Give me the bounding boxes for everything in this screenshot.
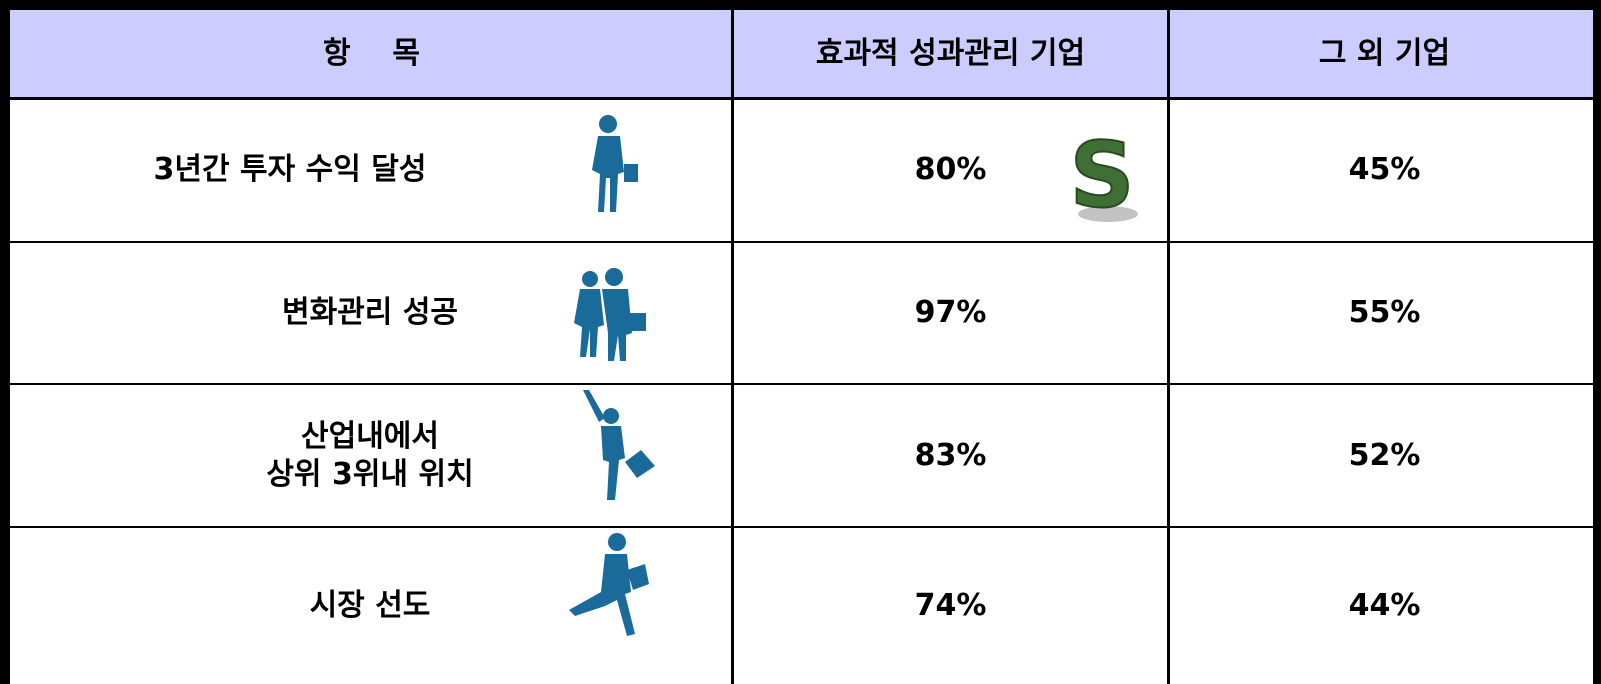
border <box>0 0 1601 10</box>
value-cell: 55% <box>1348 295 1421 330</box>
value-cell: 97% <box>914 295 987 330</box>
grid-line <box>0 526 1601 528</box>
cheering-icon <box>583 390 655 500</box>
svg-text:S: S <box>1070 128 1135 228</box>
value-cell: 45% <box>1348 152 1421 187</box>
value-cell: 83% <box>914 437 987 473</box>
row-label: 3년간 투자 수익 달성 <box>153 152 427 187</box>
row-label: 시장 선도 <box>309 587 431 623</box>
border <box>0 0 10 684</box>
value-cell: 80% <box>914 152 987 187</box>
header-cell: 효과적 성과관리 기업 <box>733 10 1168 98</box>
header-cell: 항 목 <box>10 10 733 98</box>
value-cell: 52% <box>1348 437 1421 473</box>
grid-line <box>731 0 734 684</box>
grid-line <box>0 241 1601 243</box>
row-label: 산업내에서 상위 3위내 위치 <box>266 418 474 492</box>
grid-line <box>0 383 1601 385</box>
grid-line <box>1167 0 1170 684</box>
person-icon <box>592 115 638 212</box>
row-label: 변화관리 성공 <box>281 295 459 330</box>
s-logo: S <box>1069 128 1138 228</box>
grid-line <box>0 97 1601 100</box>
value-cell: 74% <box>914 587 987 623</box>
value-cell: 44% <box>1348 587 1421 623</box>
couple-icon <box>574 268 646 361</box>
running-icon <box>569 533 649 636</box>
border <box>1593 0 1601 684</box>
header-cell: 그 외 기업 <box>1168 10 1601 98</box>
